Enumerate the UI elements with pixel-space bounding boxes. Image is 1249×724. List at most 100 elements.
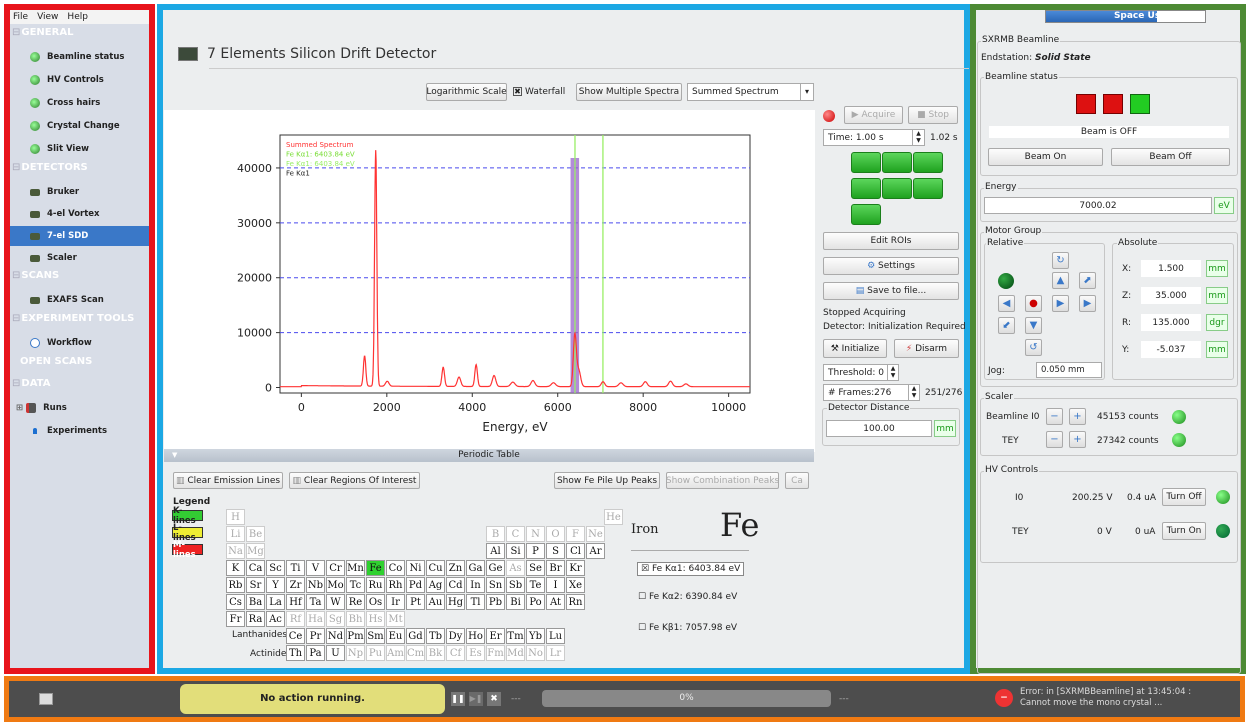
element-ha[interactable]: Ha: [306, 611, 325, 627]
element-s[interactable]: S: [546, 543, 565, 559]
cancel-button[interactable]: ✖: [487, 692, 501, 706]
element-si[interactable]: Si: [506, 543, 525, 559]
jog-spinbox[interactable]: 0.050 mm: [1036, 362, 1102, 378]
energy-field[interactable]: 7000.02: [984, 197, 1212, 214]
element-ba[interactable]: Ba: [246, 594, 265, 610]
rotate-ccw-button[interactable]: ↻: [1052, 252, 1069, 269]
element-fm[interactable]: Fm: [486, 645, 505, 661]
element-lu[interactable]: Lu: [546, 628, 565, 644]
disarm-button[interactable]: ⚡ Disarm: [894, 339, 959, 358]
show-multiple-spectra-button[interactable]: Show Multiple Spectra: [576, 83, 682, 101]
element-rn[interactable]: Rn: [566, 594, 585, 610]
element-se[interactable]: Se: [526, 560, 545, 576]
move-left-button[interactable]: ◀: [998, 295, 1015, 312]
save-to-file-button[interactable]: ▤ Save to file...: [823, 282, 959, 300]
emission-line-ka2[interactable]: ☐ Fe Kα2: 6390.84 eV: [638, 592, 738, 602]
beam-off-button[interactable]: Beam Off: [1111, 148, 1230, 166]
element-sn[interactable]: Sn: [486, 577, 505, 593]
hv-i0-turn-off-button[interactable]: Turn Off: [1162, 488, 1206, 506]
axis-value-1[interactable]: 35.000: [1141, 287, 1201, 304]
initialize-button[interactable]: ⚒ Initialize: [823, 339, 887, 358]
move-right-small-button[interactable]: ▶: [1052, 295, 1069, 312]
element-n[interactable]: N: [526, 526, 545, 542]
element-cs[interactable]: Cs: [226, 594, 245, 610]
element-o[interactable]: O: [546, 526, 565, 542]
element-ir[interactable]: Ir: [386, 594, 405, 610]
element-li[interactable]: Li: [226, 526, 245, 542]
element-tc[interactable]: Tc: [346, 577, 365, 593]
log-scale-button[interactable]: Logarithmic Scale: [426, 83, 507, 101]
element-u[interactable]: U: [326, 645, 345, 661]
element-at[interactable]: At: [546, 594, 565, 610]
settings-button[interactable]: ⚙ Settings: [823, 257, 959, 275]
element-am[interactable]: Am: [386, 645, 405, 661]
element-rb[interactable]: Rb: [226, 577, 245, 593]
element-ar[interactable]: Ar: [586, 543, 605, 559]
element-mt[interactable]: Mt: [386, 611, 405, 627]
scaler-i0-decrease-button[interactable]: −: [1046, 408, 1063, 425]
nav-item-slit-view[interactable]: Slit View: [10, 139, 149, 159]
element-nd[interactable]: Nd: [326, 628, 345, 644]
nav-section-data[interactable]: ⊟DATA: [12, 378, 51, 389]
element-ru[interactable]: Ru: [366, 577, 385, 593]
element-sb[interactable]: Sb: [506, 577, 525, 593]
element-lr[interactable]: Lr: [546, 645, 565, 661]
element-ge[interactable]: Ge: [486, 560, 505, 576]
emission-line-ka1[interactable]: ☒ Fe Kα1: 6403.84 eV: [637, 562, 745, 576]
nav-item-exafs-scan[interactable]: EXAFS Scan: [10, 290, 149, 310]
spectrum-select[interactable]: Summed Spectrum ▾: [687, 83, 814, 101]
element-ra[interactable]: Ra: [246, 611, 265, 627]
element-po[interactable]: Po: [526, 594, 545, 610]
element-cm[interactable]: Cm: [406, 645, 425, 661]
nav-item-scaler[interactable]: Scaler: [10, 248, 149, 268]
nav-item-7el-sdd[interactable]: 7-el SDD: [10, 226, 149, 246]
element-hf[interactable]: Hf: [286, 594, 305, 610]
element-hg[interactable]: Hg: [446, 594, 465, 610]
element-cr[interactable]: Cr: [326, 560, 345, 576]
element-na[interactable]: Na: [226, 543, 245, 559]
element-he[interactable]: He: [604, 509, 623, 525]
element-xe[interactable]: Xe: [566, 577, 585, 593]
nav-section-detectors[interactable]: ⊟DETECTORS: [12, 162, 88, 173]
element-bi[interactable]: Bi: [506, 594, 525, 610]
element-er[interactable]: Er: [486, 628, 505, 644]
element-au[interactable]: Au: [426, 594, 445, 610]
element-rh[interactable]: Rh: [386, 577, 405, 593]
element-sg[interactable]: Sg: [326, 611, 345, 627]
element-ac[interactable]: Ac: [266, 611, 285, 627]
element-yb[interactable]: Yb: [526, 628, 545, 644]
waterfall-checkbox[interactable]: ✖ Waterfall: [513, 87, 566, 97]
stop-motor-button[interactable]: ●: [1025, 295, 1042, 312]
element-np[interactable]: Np: [346, 645, 365, 661]
element-c[interactable]: C: [506, 526, 525, 542]
element-co[interactable]: Co: [386, 560, 405, 576]
element-w[interactable]: W: [326, 594, 345, 610]
element-pd[interactable]: Pd: [406, 577, 425, 593]
clear-roi-button[interactable]: ▥ Clear Regions Of Interest: [289, 472, 420, 489]
element-ag[interactable]: Ag: [426, 577, 445, 593]
element-os[interactable]: Os: [366, 594, 385, 610]
time-spinbox[interactable]: Time: 1.00 s ▲ ▼: [823, 129, 925, 146]
menu-view[interactable]: View: [37, 12, 59, 22]
element-rf[interactable]: Rf: [286, 611, 305, 627]
nav-item-runs[interactable]: ⊞ Runs: [16, 403, 67, 413]
move-down-button[interactable]: ▼: [1025, 317, 1042, 334]
nav-section-experiment-tools[interactable]: ⊟EXPERIMENT TOOLS: [12, 313, 135, 324]
hv-tey-turn-on-button[interactable]: Turn On: [1162, 522, 1206, 540]
clear-emission-lines-button[interactable]: ▥ Clear Emission Lines: [173, 472, 283, 489]
axis-value-3[interactable]: -5.037: [1141, 341, 1201, 358]
frames-spinbox[interactable]: # Frames:276 ▲ ▼: [823, 384, 920, 401]
element-re[interactable]: Re: [346, 594, 365, 610]
element-pa[interactable]: Pa: [306, 645, 325, 661]
edit-rois-button[interactable]: Edit ROIs: [823, 232, 959, 250]
element-th[interactable]: Th: [286, 645, 305, 661]
element-in[interactable]: In: [466, 577, 485, 593]
nav-item-4el-vortex[interactable]: 4-el Vortex: [10, 204, 149, 224]
scaler-tey-decrease-button[interactable]: −: [1046, 431, 1063, 448]
element-be[interactable]: Be: [246, 526, 265, 542]
element-k[interactable]: K: [226, 560, 245, 576]
skip-button[interactable]: ▶❚: [469, 692, 483, 706]
element-sc[interactable]: Sc: [266, 560, 285, 576]
element-tm[interactable]: Tm: [506, 628, 525, 644]
element-ho[interactable]: Ho: [466, 628, 485, 644]
